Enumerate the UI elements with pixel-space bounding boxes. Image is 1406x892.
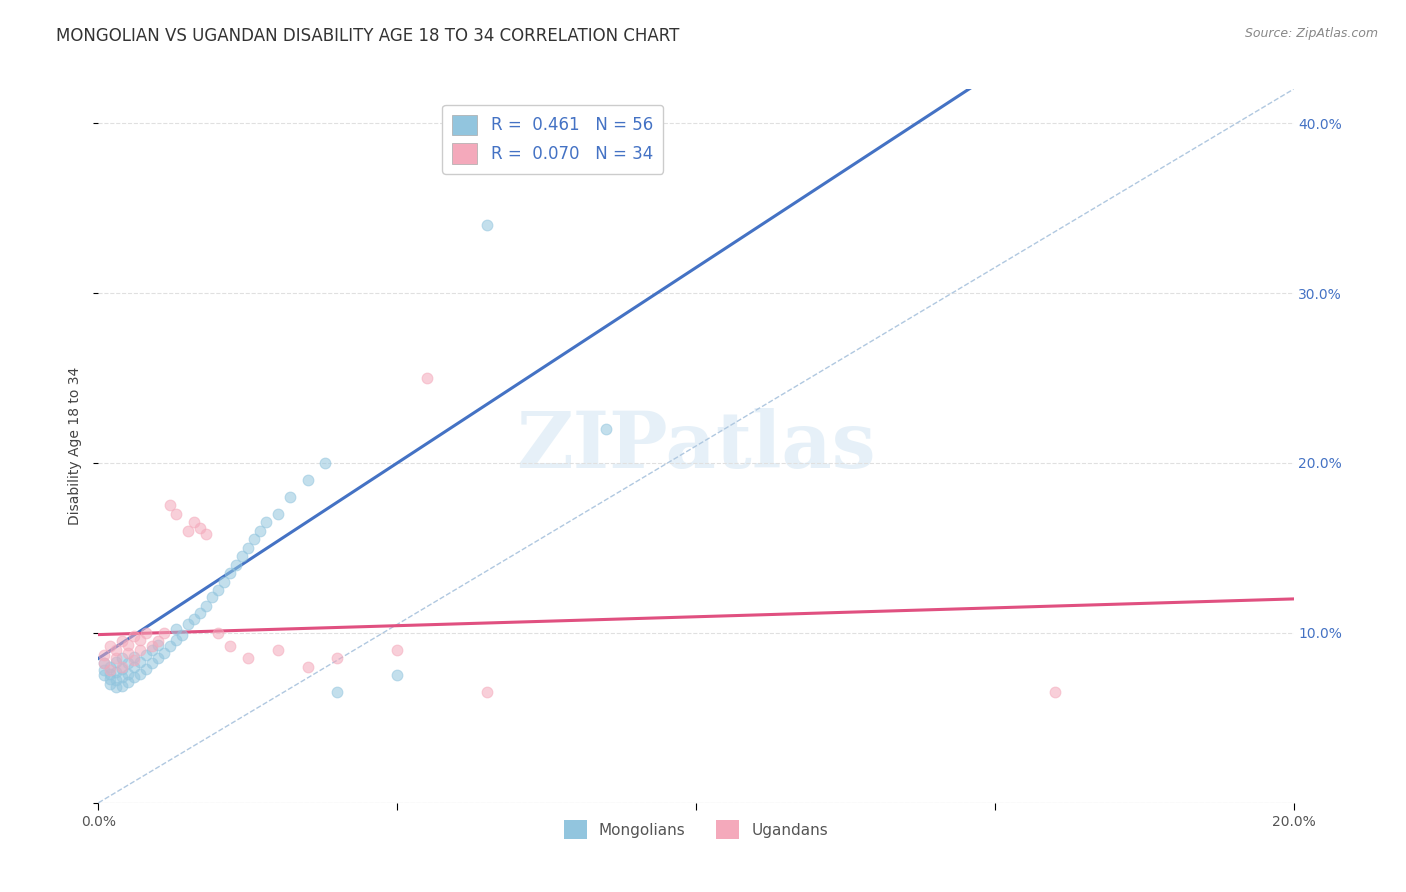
Point [135,662,157,676]
Point [93,648,115,662]
Point [297,660,319,674]
Point [207,583,229,598]
Point [105,651,128,665]
Point [93,663,115,677]
Y-axis label: Disability Age 18 to 34: Disability Age 18 to 34 [69,367,83,525]
Point [172,627,194,641]
Point [475,218,498,232]
Point [207,626,229,640]
Point [124,649,146,664]
Point [117,675,139,690]
Point [124,629,146,643]
Point [165,623,187,637]
Point [98,660,122,674]
Point [326,651,349,665]
Text: ZIPatlas: ZIPatlas [516,408,876,484]
Point [105,665,128,679]
Point [141,657,163,671]
Point [195,599,218,613]
Point [201,591,224,605]
Point [98,666,122,681]
Point [98,677,122,691]
Point [177,524,200,538]
Point [105,643,128,657]
Point [111,660,134,674]
Point [129,632,152,647]
Point [153,626,176,640]
Point [297,473,319,487]
Point [236,541,259,555]
Point [236,651,259,665]
Point [254,516,277,530]
Point [267,643,290,657]
Point [124,660,146,674]
Point [141,643,163,657]
Point [135,626,157,640]
Point [105,680,128,694]
Point [105,655,128,669]
Point [165,507,187,521]
Point [129,655,152,669]
Point [117,657,139,671]
Point [124,653,146,667]
Point [153,646,176,660]
Point [231,549,253,564]
Point [111,662,134,676]
Point [159,499,181,513]
Point [105,673,128,688]
Point [188,520,211,534]
Text: MONGOLIAN VS UGANDAN DISABILITY AGE 18 TO 34 CORRELATION CHART: MONGOLIAN VS UGANDAN DISABILITY AGE 18 T… [56,27,679,45]
Point [98,672,122,686]
Point [93,668,115,682]
Point [219,640,242,654]
Point [225,558,247,572]
Point [93,657,115,671]
Point [195,527,218,541]
Point [148,638,170,652]
Point [1043,685,1066,699]
Point [129,643,152,657]
Point [475,685,498,699]
Point [249,524,271,538]
Point [135,648,157,662]
Point [117,666,139,681]
Point [416,371,439,385]
Text: Source: ZipAtlas.com: Source: ZipAtlas.com [1244,27,1378,40]
Point [124,670,146,684]
Point [183,516,205,530]
Point [148,651,170,665]
Point [111,679,134,693]
Point [111,634,134,648]
Point [177,617,200,632]
Point [385,643,409,657]
Point [129,666,152,681]
Point [183,612,205,626]
Point [98,640,122,654]
Legend: Mongolians, Ugandans: Mongolians, Ugandans [558,814,834,845]
Point [148,634,170,648]
Point [385,668,409,682]
Point [111,670,134,684]
Point [212,574,235,589]
Point [315,456,337,470]
Point [219,566,242,581]
Point [595,422,617,436]
Point [117,638,139,652]
Point [165,632,187,647]
Point [98,663,122,677]
Point [243,533,266,547]
Point [278,490,301,504]
Point [188,606,211,620]
Point [326,685,349,699]
Point [159,640,181,654]
Point [267,507,290,521]
Point [111,651,134,665]
Point [117,646,139,660]
Point [93,657,115,671]
Point [141,640,163,654]
